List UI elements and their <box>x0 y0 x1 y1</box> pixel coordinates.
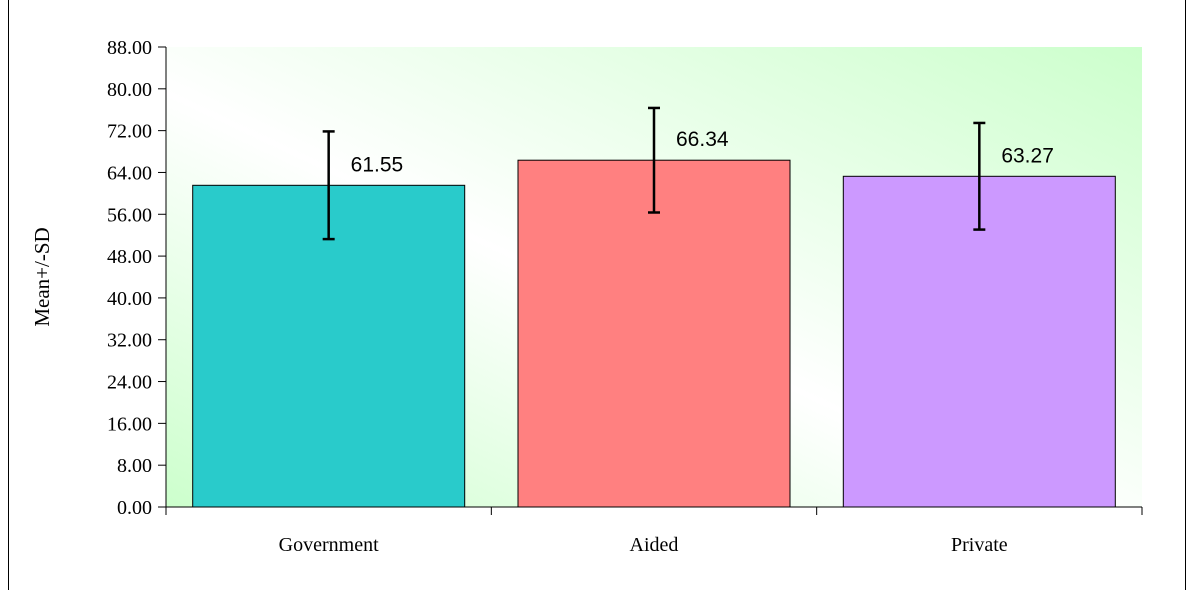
y-tick-label: 8.00 <box>117 455 152 477</box>
x-tick-label-private: Private <box>951 534 1008 556</box>
y-tick-label: 56.00 <box>107 204 152 226</box>
y-tick-label: 24.00 <box>107 372 152 394</box>
y-tick-label: 32.00 <box>107 330 152 352</box>
y-tick-label: 72.00 <box>107 121 152 143</box>
y-tick-label: 64.00 <box>107 162 152 184</box>
data-label-private: 63.27 <box>1001 144 1054 167</box>
x-tick-label-government: Government <box>279 534 379 556</box>
y-tick-label: 0.00 <box>117 497 152 519</box>
y-tick-label: 88.00 <box>107 37 152 59</box>
y-tick-label: 16.00 <box>107 413 152 435</box>
x-tick-label-aided: Aided <box>630 534 679 556</box>
data-label-government: 61.55 <box>351 153 404 176</box>
bar-private <box>842 175 1116 508</box>
y-tick-label: 48.00 <box>107 246 152 268</box>
y-tick-label: 40.00 <box>107 288 152 310</box>
data-label-aided: 66.34 <box>676 128 729 151</box>
y-tick-label: 80.00 <box>107 79 152 101</box>
chart-frame <box>8 0 1186 590</box>
bar-aided <box>517 159 791 508</box>
y-axis-title: Mean+/-SD <box>30 227 54 326</box>
